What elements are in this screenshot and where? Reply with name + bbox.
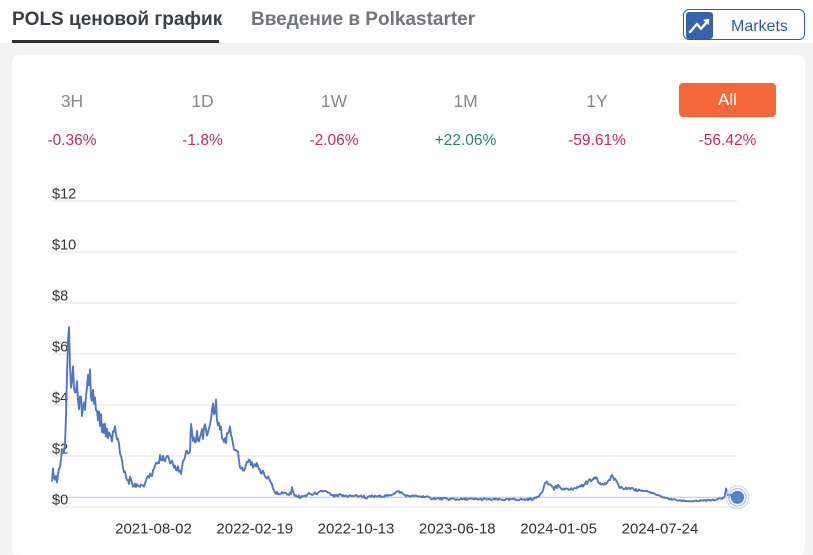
svg-text:2024-07-24: 2024-07-24 <box>622 521 699 538</box>
svg-text:2022-02-19: 2022-02-19 <box>216 521 293 538</box>
svg-text:$6: $6 <box>52 340 68 356</box>
svg-text:2022-10-13: 2022-10-13 <box>318 521 395 538</box>
svg-text:$8: $8 <box>52 289 68 305</box>
svg-text:$0: $0 <box>52 493 68 509</box>
svg-text:$10: $10 <box>52 238 76 254</box>
svg-text:2023-06-18: 2023-06-18 <box>419 521 496 538</box>
svg-text:$12: $12 <box>52 187 76 203</box>
svg-text:2021-08-02: 2021-08-02 <box>115 521 192 538</box>
svg-text:2024-01-05: 2024-01-05 <box>520 521 597 538</box>
svg-text:$4: $4 <box>52 391 68 407</box>
